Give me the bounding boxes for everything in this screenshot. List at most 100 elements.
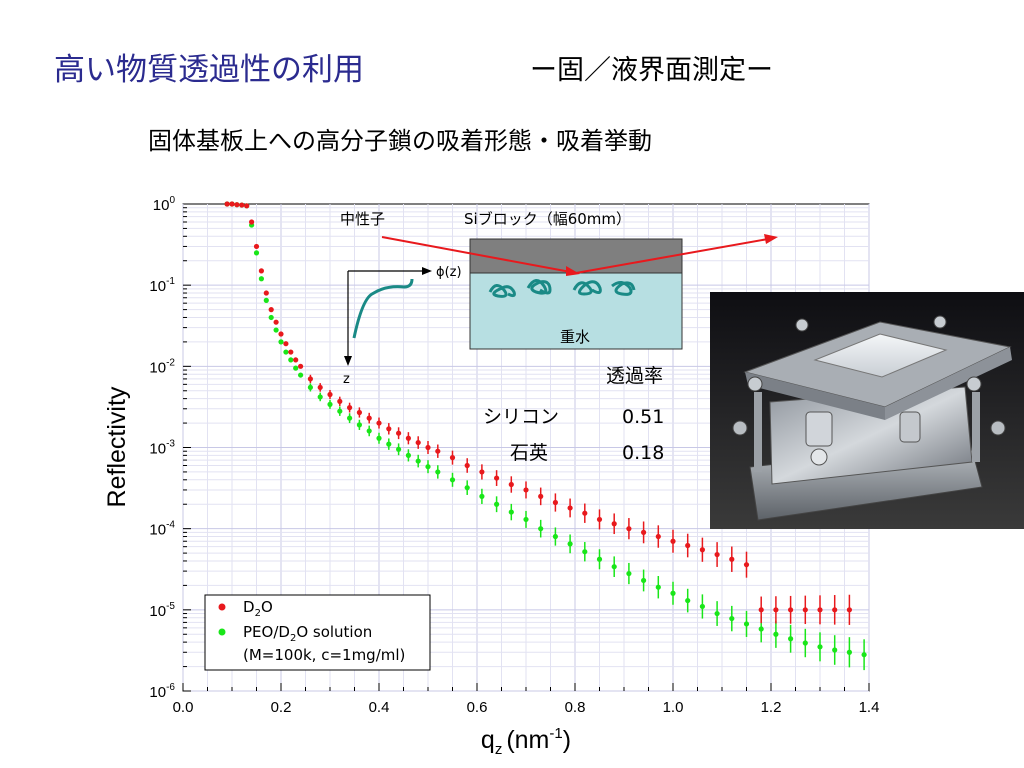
x-tick-label: 0.6 (467, 699, 488, 716)
beam-arrowhead (566, 266, 580, 276)
data-point (249, 219, 255, 225)
data-point (337, 398, 343, 404)
data-point (773, 631, 779, 637)
series-d2o (224, 201, 853, 625)
data-point (263, 297, 269, 303)
data-point (366, 415, 372, 421)
data-point (729, 615, 735, 622)
data-point (846, 649, 853, 655)
data-point (567, 541, 573, 547)
data-point (714, 610, 720, 617)
data-point (523, 487, 529, 493)
legend: D2O PEO/D2O solution (M=100k, c=1mg/ml) (204, 594, 431, 671)
data-point (626, 526, 632, 532)
data-point (641, 577, 647, 584)
data-point (224, 201, 230, 207)
material-value-quartz: 0.18 (622, 442, 664, 464)
data-point (337, 408, 343, 414)
data-point (435, 448, 441, 454)
legend-label-peo: PEO/D2O solution (243, 623, 372, 644)
data-point (273, 319, 279, 325)
data-point (258, 276, 264, 282)
data-point (244, 203, 250, 209)
data-point (685, 597, 691, 604)
data-point (743, 562, 750, 568)
x-axis-title-main: q (481, 726, 495, 754)
data-point (253, 250, 260, 256)
slide-title: 高い物質透過性の利用 (54, 52, 364, 88)
data-point (508, 481, 514, 488)
data-point (714, 551, 720, 558)
inset-schematic: 中性子 Siブロック（幅60mm） 重水 ϕ(z) z 透過率 シリコン 0.5… (340, 210, 778, 464)
data-point (229, 201, 235, 207)
data-point (523, 516, 529, 523)
data-point (567, 505, 573, 511)
z-label: z (343, 372, 350, 387)
data-point (293, 357, 299, 363)
transmission-header: 透過率 (606, 365, 663, 387)
data-point (347, 405, 353, 411)
x-axis-title-close: ) (563, 726, 571, 754)
data-point (699, 603, 706, 610)
data-point (611, 521, 617, 527)
data-point (268, 307, 274, 313)
data-point (464, 462, 470, 469)
x-tick-label: 1.4 (859, 699, 880, 716)
data-point (396, 446, 402, 452)
data-point (376, 435, 382, 441)
data-point (415, 439, 421, 446)
data-point (298, 363, 304, 369)
y-tick-label: 10-1 (149, 276, 175, 295)
legend-marker-d2o (218, 603, 226, 611)
data-point (641, 529, 647, 535)
data-point (288, 349, 294, 355)
slide-heading: 固体基板上への高分子鎖の吸着形態・吸着挙動 (148, 127, 652, 155)
polymer-chain (611, 281, 636, 296)
incident-beam (381, 236, 577, 274)
phi-axis-arrowhead (422, 267, 432, 275)
data-point (268, 314, 274, 321)
x-axis-title-unit: (nm (506, 726, 549, 754)
data-point (611, 564, 617, 570)
data-point (596, 516, 603, 523)
data-point (552, 533, 559, 540)
data-point (327, 401, 333, 407)
legend-marker-peo (218, 628, 226, 636)
data-point (405, 452, 411, 458)
polymer-chain (526, 279, 552, 295)
si-block-label: Siブロック（幅60mm） (464, 210, 631, 228)
data-point (802, 607, 808, 613)
x-tick-label: 1.2 (761, 699, 782, 716)
data-point (234, 202, 240, 208)
data-point (293, 365, 299, 371)
legend-box (204, 594, 431, 671)
data-point (802, 640, 808, 646)
data-point (278, 331, 284, 337)
data-point (283, 349, 289, 355)
data-point (699, 547, 706, 553)
data-point (861, 652, 867, 658)
data-point (356, 409, 362, 416)
data-point (347, 415, 353, 421)
data-point (278, 339, 284, 345)
data-point (425, 444, 431, 451)
x-axis-title-sup: -1 (549, 725, 562, 742)
data-point (386, 426, 392, 432)
y-tick-label: 100 (153, 195, 176, 214)
data-point (283, 341, 289, 347)
y-tick-label: 10-4 (149, 520, 175, 539)
data-point (494, 501, 500, 507)
axis-ticks (182, 207, 870, 692)
data-point (317, 394, 323, 400)
data-point (552, 499, 559, 506)
data-point (758, 626, 764, 632)
data-point (655, 533, 661, 540)
data-point (307, 384, 313, 391)
data-point (376, 420, 382, 426)
data-point (788, 607, 794, 613)
data-point (258, 268, 264, 274)
slide-subtitle: ー固／液界面測定ー (530, 55, 773, 86)
z-axis-arrowhead (344, 356, 352, 366)
neutron-label: 中性子 (340, 210, 385, 228)
data-point (253, 243, 260, 250)
